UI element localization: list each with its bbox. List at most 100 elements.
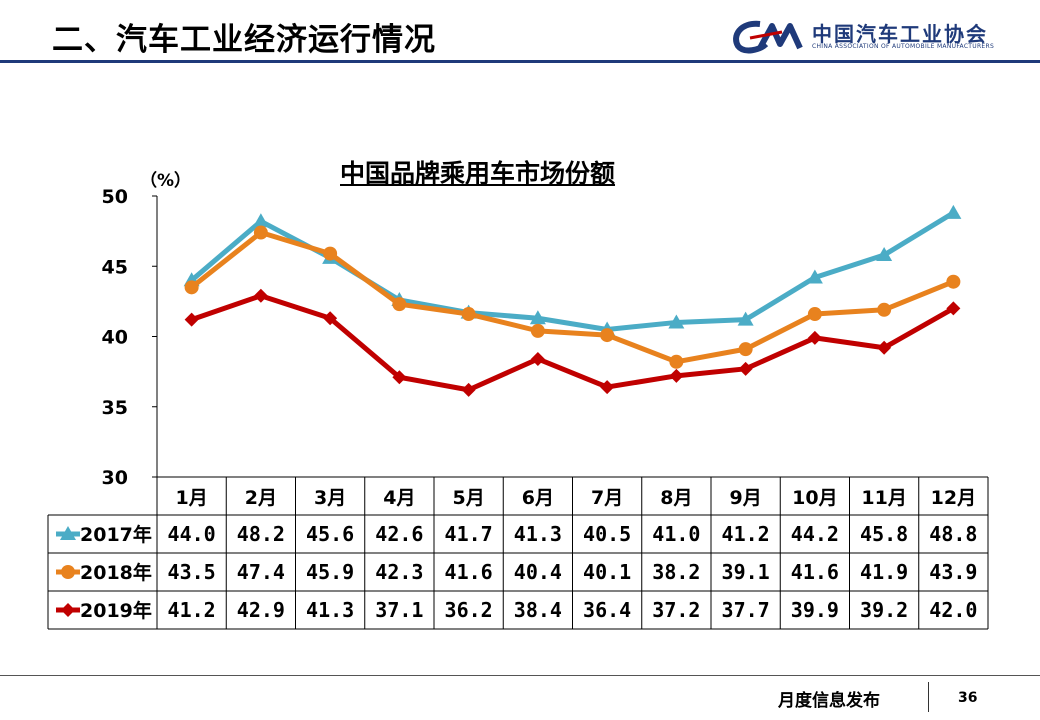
data-table-value: 42.3: [375, 560, 423, 584]
data-point-2019年: [323, 311, 338, 326]
logo-text-en: CHINA ASSOCIATION OF AUTOMOBILE MANUFACT…: [812, 43, 995, 50]
legend-marker-2018年: [61, 565, 75, 579]
data-table-value: 45.6: [306, 522, 354, 546]
chart-title: 中国品牌乘用车市场份额: [340, 159, 616, 188]
x-category-label: 2月: [245, 487, 277, 509]
data-table-value: 37.2: [652, 598, 700, 622]
legend-label-2018年: 2018年: [80, 561, 152, 584]
data-table-value: 42.9: [237, 598, 285, 622]
series-line-2018年: [190, 230, 955, 365]
data-table-value: 45.8: [860, 522, 908, 546]
data-table-value: 41.2: [722, 522, 770, 546]
y-tick-label: 50: [102, 186, 128, 208]
y-tick-label: 45: [102, 256, 128, 278]
data-point-2019年: [253, 288, 268, 303]
data-point-2018年: [530, 323, 545, 338]
page-title: 二、汽车工业经济运行情况: [52, 22, 436, 58]
data-point-2019年: [184, 312, 199, 327]
data-table-value: 45.9: [306, 560, 354, 584]
data-table-value: 40.1: [583, 560, 631, 584]
data-table-value: 39.1: [722, 560, 770, 584]
legend-marker-2017年: [60, 526, 76, 540]
data-point-2018年: [669, 354, 684, 369]
data-table-value: 40.4: [514, 560, 562, 584]
data-table-value: 43.9: [929, 560, 977, 584]
data-table-value: 41.7: [445, 522, 493, 546]
data-point-2018年: [807, 307, 822, 322]
data-table-value: 44.2: [791, 522, 839, 546]
x-category-label: 6月: [522, 487, 554, 509]
data-point-2019年: [877, 340, 892, 355]
y-tick-label: 35: [102, 397, 128, 419]
data-table-value: 37.1: [375, 598, 423, 622]
x-category-label: 9月: [730, 487, 762, 509]
data-point-2018年: [253, 225, 268, 240]
x-category-label: 11月: [861, 487, 906, 509]
x-category-label: 3月: [314, 487, 346, 509]
data-table-value: 38.2: [652, 560, 700, 584]
header-divider: [0, 60, 1040, 63]
data-table-value: 41.0: [652, 522, 700, 546]
legend-label-2019年: 2019年: [80, 599, 152, 622]
data-table-value: 42.6: [375, 522, 423, 546]
data-point-2018年: [184, 280, 199, 295]
data-table-value: 48.8: [929, 522, 977, 546]
data-table-value: 41.6: [791, 560, 839, 584]
series-line-2019年: [190, 293, 955, 393]
data-point-2019年: [530, 351, 545, 366]
data-point-2017年: [252, 213, 269, 228]
data-table-value: 43.5: [168, 560, 216, 584]
data-point-2018年: [392, 297, 407, 312]
legend-marker-2019年: [61, 603, 75, 617]
data-point-2019年: [600, 380, 615, 395]
x-category-label: 1月: [176, 487, 208, 509]
x-category-label: 8月: [660, 487, 692, 509]
x-category-label: 7月: [591, 487, 623, 509]
caam-logo-icon: [733, 20, 803, 54]
footer-separator: [928, 682, 929, 712]
x-category-label: 10月: [792, 487, 837, 509]
x-category-label: 4月: [383, 487, 415, 509]
data-table-value: 42.0: [929, 598, 977, 622]
data-table-value: 40.5: [583, 522, 631, 546]
data-point-2017年: [529, 310, 546, 325]
data-point-2017年: [737, 311, 754, 326]
footer-label: 月度信息发布: [778, 691, 880, 711]
page-number: 36: [958, 690, 978, 706]
data-point-2018年: [461, 307, 476, 322]
data-table-value: 36.2: [445, 598, 493, 622]
legend-label-2017年: 2017年: [80, 523, 152, 546]
x-category-label: 5月: [453, 487, 485, 509]
y-axis-label: （%）: [140, 170, 191, 191]
data-table-value: 39.2: [860, 598, 908, 622]
data-point-2018年: [877, 302, 892, 317]
data-point-2019年: [392, 370, 407, 385]
data-table-value: 39.9: [791, 598, 839, 622]
data-point-2017年: [945, 204, 962, 219]
data-table-value: 41.6: [445, 560, 493, 584]
x-category-label: 12月: [931, 487, 976, 509]
caam-logo: 中国汽车工业协会 CHINA ASSOCIATION OF AUTOMOBILE…: [730, 18, 1000, 54]
data-point-2019年: [669, 368, 684, 383]
data-table-value: 38.4: [514, 598, 562, 622]
data-point-2018年: [946, 274, 961, 289]
data-table-value: 41.3: [306, 598, 354, 622]
data-table-value: 36.4: [583, 598, 631, 622]
data-point-2019年: [461, 382, 476, 397]
footer-divider: [0, 675, 1040, 676]
logo-text-cn: 中国汽车工业协会: [812, 22, 988, 46]
data-table-value: 48.2: [237, 522, 285, 546]
data-table-value: 47.4: [237, 560, 285, 584]
y-tick-label: 40: [102, 327, 128, 349]
data-table-value: 41.2: [168, 598, 216, 622]
data-point-2017年: [668, 314, 685, 329]
data-point-2019年: [946, 301, 961, 316]
data-point-2018年: [600, 328, 615, 343]
data-point-2017年: [806, 269, 823, 284]
data-table-value: 41.3: [514, 522, 562, 546]
data-table-value: 37.7: [722, 598, 770, 622]
data-point-2019年: [738, 361, 753, 376]
y-tick-label: 30: [102, 467, 128, 489]
data-point-2018年: [323, 246, 338, 261]
